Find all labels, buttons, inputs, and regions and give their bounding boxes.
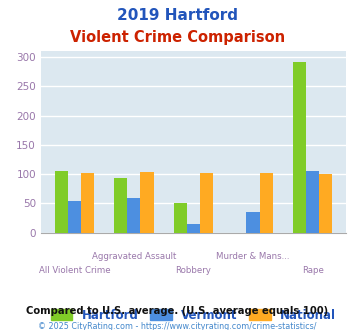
Bar <box>174 203 187 233</box>
Bar <box>141 172 154 233</box>
Bar <box>260 173 273 233</box>
Legend: Hartford, Vermont, National: Hartford, Vermont, National <box>46 304 341 326</box>
Text: Murder & Mans...: Murder & Mans... <box>216 252 290 261</box>
Bar <box>200 173 213 233</box>
Bar <box>127 198 141 233</box>
Bar <box>306 171 319 233</box>
Bar <box>246 212 260 233</box>
Bar <box>114 178 127 233</box>
Bar <box>68 201 81 233</box>
Text: 2019 Hartford: 2019 Hartford <box>117 8 238 23</box>
Bar <box>81 173 94 233</box>
Text: Violent Crime Comparison: Violent Crime Comparison <box>70 30 285 45</box>
Text: Robbery: Robbery <box>175 266 212 275</box>
Bar <box>293 62 306 233</box>
Bar <box>319 174 332 233</box>
Text: All Violent Crime: All Violent Crime <box>39 266 110 275</box>
Text: Aggravated Assault: Aggravated Assault <box>92 252 176 261</box>
Text: © 2025 CityRating.com - https://www.cityrating.com/crime-statistics/: © 2025 CityRating.com - https://www.city… <box>38 322 317 330</box>
Text: Rape: Rape <box>302 266 323 275</box>
Text: Compared to U.S. average. (U.S. average equals 100): Compared to U.S. average. (U.S. average … <box>26 306 329 316</box>
Bar <box>55 171 68 233</box>
Bar <box>187 224 200 233</box>
